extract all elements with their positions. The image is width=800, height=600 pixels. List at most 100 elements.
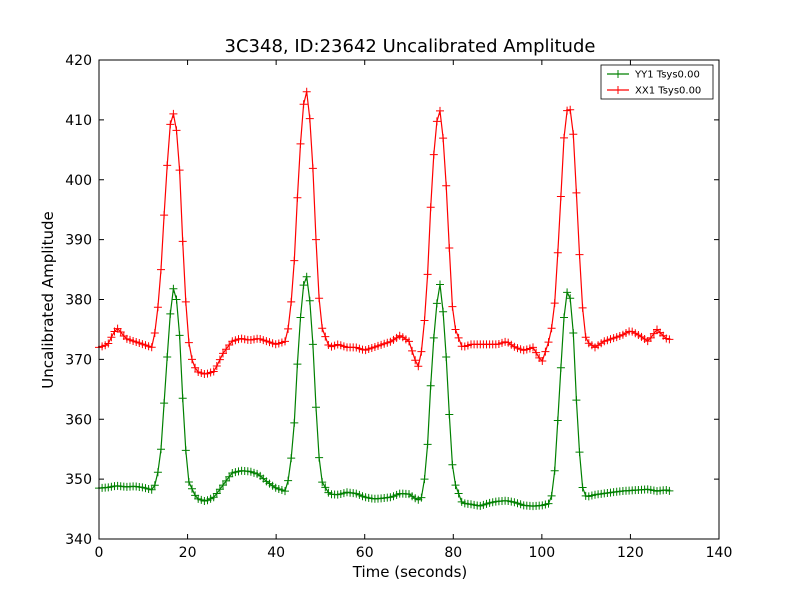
legend-item: XX1 Tsys0.00 — [607, 86, 701, 97]
data-point — [432, 117, 441, 126]
y-tick-label: 380 — [65, 293, 92, 309]
data-point — [302, 87, 311, 96]
data-point — [147, 343, 156, 352]
data-point — [284, 476, 293, 485]
data-point — [578, 303, 587, 312]
data-point — [299, 281, 308, 290]
data-point — [163, 161, 172, 170]
data-point — [160, 399, 169, 408]
y-tick-label: 370 — [65, 352, 92, 368]
data-point — [305, 114, 314, 123]
data-point — [312, 403, 320, 412]
data-point — [569, 329, 578, 338]
y-tick-label: 390 — [65, 233, 92, 249]
y-tick-label: 410 — [65, 113, 92, 129]
data-point — [178, 394, 187, 403]
data-point — [281, 487, 289, 496]
x-tick-label: 0 — [95, 545, 104, 561]
data-point — [665, 486, 674, 495]
data-point — [553, 416, 562, 425]
series-markers-xx1 — [95, 87, 674, 379]
legend-label: YY1 Tsys0.00 — [634, 70, 700, 81]
data-point — [153, 303, 162, 312]
data-point — [188, 355, 196, 364]
data-point — [445, 244, 454, 253]
data-point — [445, 410, 454, 419]
data-point — [563, 288, 572, 297]
y-tick-label: 340 — [65, 532, 92, 548]
data-point — [308, 164, 317, 173]
data-point — [315, 453, 324, 462]
data-point — [296, 313, 305, 322]
legend-box — [600, 64, 714, 100]
data-point — [116, 327, 125, 336]
data-point — [178, 237, 187, 246]
data-point — [147, 485, 156, 494]
data-point — [175, 331, 184, 340]
data-point — [188, 484, 196, 493]
data-point — [163, 352, 172, 361]
data-point — [439, 307, 448, 316]
y-tick-label: 350 — [65, 472, 92, 488]
data-point — [575, 448, 584, 457]
series-markers-yy1 — [95, 272, 674, 511]
data-point — [566, 105, 575, 114]
data-point — [166, 309, 175, 318]
data-point — [572, 396, 581, 405]
data-point — [556, 363, 565, 372]
data-point — [172, 126, 181, 135]
data-point — [318, 478, 327, 487]
data-point — [181, 297, 190, 306]
plot-area — [95, 87, 674, 511]
x-tick-label: 120 — [617, 545, 644, 561]
data-point — [215, 485, 224, 494]
data-point — [550, 299, 559, 308]
data-point — [569, 130, 578, 139]
data-point — [219, 349, 227, 358]
data-point — [157, 445, 165, 454]
data-point — [426, 381, 435, 390]
data-point — [432, 299, 441, 308]
x-tick-label: 100 — [528, 545, 555, 561]
data-point — [222, 476, 231, 485]
data-point — [550, 466, 559, 475]
data-point — [578, 483, 587, 492]
y-tick-label: 360 — [65, 412, 92, 428]
data-point — [153, 468, 162, 477]
data-point — [547, 491, 556, 500]
data-point — [436, 280, 444, 289]
data-point — [581, 333, 590, 342]
y-tick-label: 420 — [65, 53, 92, 69]
data-point — [318, 324, 327, 333]
data-point — [411, 356, 420, 365]
data-point — [646, 333, 655, 342]
data-point — [541, 347, 550, 356]
data-point — [209, 367, 218, 376]
data-point — [451, 325, 460, 334]
data-point — [417, 347, 426, 356]
data-point — [296, 139, 305, 148]
data-point — [215, 355, 224, 364]
data-point — [665, 335, 674, 344]
data-point — [166, 120, 175, 129]
data-point — [299, 100, 308, 109]
data-point — [575, 250, 584, 259]
x-tick-label: 60 — [356, 545, 374, 561]
legend-marker — [614, 70, 622, 78]
data-point — [423, 270, 432, 279]
data-point — [212, 361, 221, 370]
data-point — [305, 296, 314, 305]
data-point — [104, 339, 113, 348]
x-axis-title: Time (seconds) — [352, 563, 468, 581]
data-point — [290, 418, 299, 427]
data-point — [287, 454, 296, 463]
data-point — [442, 352, 451, 361]
data-point — [414, 362, 423, 371]
data-point — [420, 316, 429, 325]
data-point — [191, 363, 200, 372]
data-point — [302, 272, 311, 281]
x-tick-label: 80 — [444, 545, 462, 561]
x-tick-label: 20 — [179, 545, 197, 561]
